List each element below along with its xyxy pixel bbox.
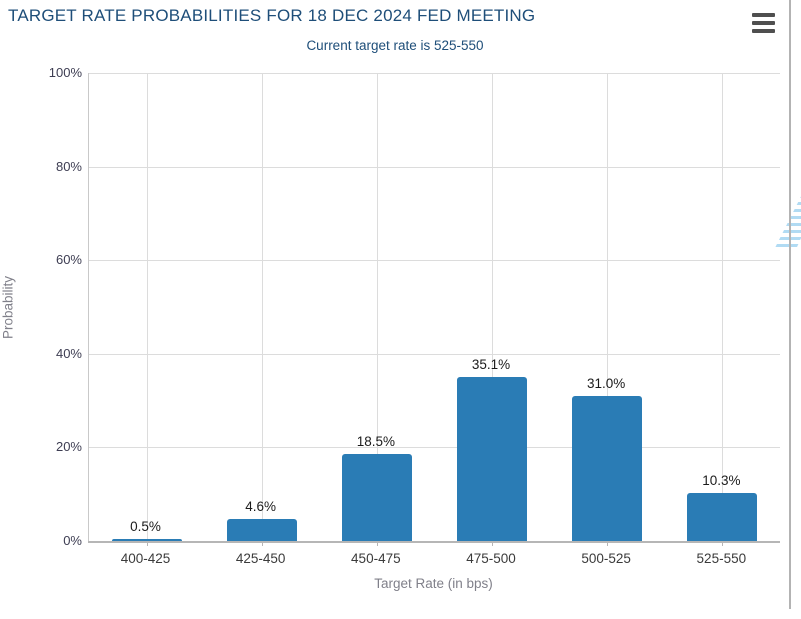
hamburger-menu-icon[interactable] (752, 12, 776, 34)
vgridline (722, 73, 724, 541)
x-axis-title: Target Rate (in bps) (374, 576, 493, 591)
bar-450-475[interactable] (341, 454, 412, 541)
chart-title: TARGET RATE PROBABILITIES FOR 18 DEC 202… (8, 6, 536, 25)
bar-value-label-450-475: 18.5% (356, 434, 395, 450)
y-tick-label: 40% (55, 345, 82, 361)
hamburger-bar (752, 21, 775, 25)
x-tick-mark (492, 541, 494, 546)
vgridline (146, 73, 148, 541)
bar-525-550[interactable] (687, 492, 758, 541)
hgridline-100% (89, 73, 780, 74)
vgridline (261, 73, 263, 541)
x-tick-mark (607, 541, 609, 546)
bar-value-label-425-450: 4.6% (245, 499, 277, 515)
bar-value-label-475-500: 35.1% (471, 356, 511, 372)
x-tick-mark (146, 541, 148, 546)
x-tick-mark (376, 541, 378, 546)
bar-400-425[interactable] (111, 538, 182, 541)
bar-value-label-525-550: 10.3% (702, 472, 741, 488)
x-axis-line (88, 541, 780, 543)
y-tick-label: 100% (48, 65, 82, 80)
hamburger-bar (752, 29, 775, 33)
bar-475-500[interactable] (457, 376, 528, 541)
hgridline-20% (89, 447, 780, 449)
bar-500-525[interactable] (572, 395, 643, 541)
hamburger-bar (752, 13, 775, 17)
vgridline (376, 73, 378, 541)
x-category-label-400-425: 400-425 (120, 551, 171, 566)
hgridline-80% (89, 166, 780, 168)
plot-area: Q (88, 73, 801, 546)
bar-value-label-400-425: 0.5% (130, 518, 161, 534)
x-tick-mark (722, 541, 724, 546)
x-category-label-500-525: 500-525 (581, 551, 631, 566)
y-axis-title: Probability (0, 275, 16, 340)
y-tick-label: 60% (55, 252, 82, 268)
chart-subtitle: Current target rate is 525-550 (306, 38, 484, 53)
y-tick-label: 0% (63, 533, 82, 548)
x-category-label-525-550: 525-550 (696, 551, 747, 566)
vgridline (607, 73, 609, 541)
vgridline (492, 73, 494, 541)
hgridline-60% (89, 260, 780, 262)
x-category-label-450-475: 450-475 (351, 551, 401, 566)
x-category-label-475-500: 475-500 (466, 551, 516, 566)
bar-value-label-500-525: 31.0% (587, 375, 626, 391)
y-tick-label: 20% (55, 439, 82, 455)
panel-divider (789, 0, 791, 609)
x-category-label-425-450: 425-450 (235, 551, 286, 566)
y-tick-label: 80% (55, 158, 82, 174)
bar-425-450[interactable] (226, 519, 297, 541)
quikstrike-watermark: Q (774, 151, 801, 247)
x-tick-mark (261, 541, 263, 546)
hgridline-40% (89, 353, 780, 355)
